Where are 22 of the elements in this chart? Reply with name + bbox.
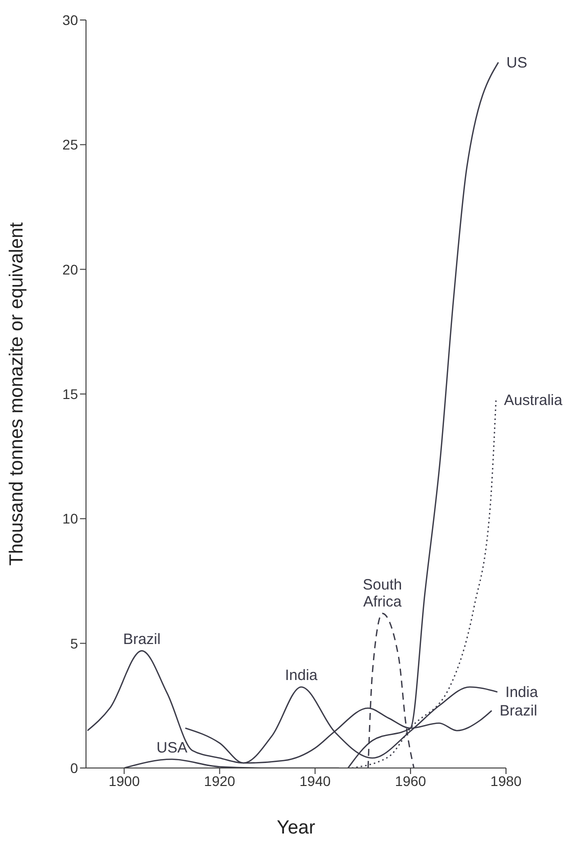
- y-tick-label: 0: [70, 760, 78, 776]
- series-label: Australia: [504, 392, 563, 410]
- x-tick-label: 1900: [108, 772, 140, 789]
- series-label: South Africa: [362, 576, 402, 610]
- y-tick-label: 25: [62, 136, 78, 153]
- series-label: US: [506, 54, 528, 72]
- y-axis-title: Thousand tonnes monazite or equivalent: [6, 222, 28, 566]
- x-axis-title: Year: [276, 817, 316, 838]
- text: India: [284, 666, 318, 684]
- y-tick-label: 10: [62, 510, 78, 527]
- y-tick-label: 5: [70, 635, 78, 652]
- x-tick-label: 1940: [300, 772, 331, 789]
- y-tick-label: 15: [62, 386, 78, 402]
- x-tick-label: 1920: [204, 772, 236, 789]
- series-label: USA: [156, 739, 188, 756]
- text: Brazil: [123, 630, 161, 648]
- y-tick-label: 30: [62, 12, 78, 28]
- y-tick-label: 20: [62, 261, 78, 278]
- series-label: India: [505, 684, 539, 701]
- x-tick-label: 1960: [394, 772, 426, 789]
- series-label: Brazil: [500, 702, 538, 720]
- x-tick-label: 1980: [490, 772, 522, 789]
